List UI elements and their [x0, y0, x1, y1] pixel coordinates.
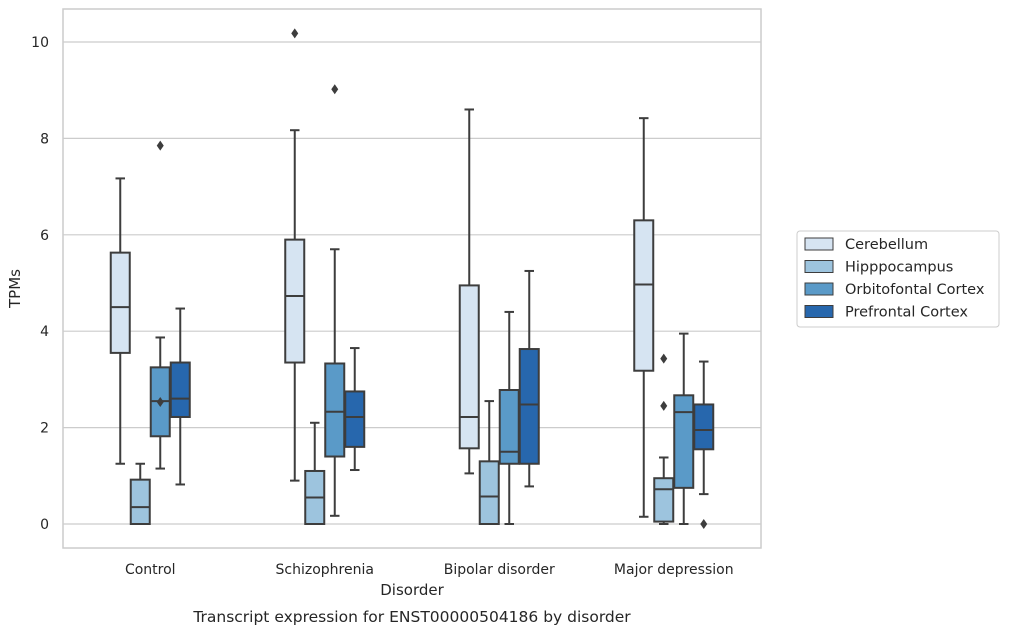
box-mark: [693, 360, 715, 529]
legend-item: Prefrontal Cortex: [804, 305, 968, 321]
legend-label: Hipppocampus: [845, 260, 953, 276]
outlier-point: [700, 519, 708, 529]
legend-item: Hipppocampus: [804, 260, 953, 276]
box-mark: [109, 177, 131, 465]
box-mark: [633, 117, 655, 518]
x-tick-labels: Control Schizophrenia Bipolar disorder Majo…: [125, 562, 734, 578]
y-axis-label: TPMs: [6, 269, 24, 309]
iqr-box: [518, 348, 540, 465]
iqr-box: [344, 390, 366, 448]
outlier-point: [660, 400, 668, 411]
iqr-box: [169, 361, 191, 418]
box-mark: [304, 421, 326, 526]
iqr-box: [458, 284, 480, 450]
chart-caption: Transcript expression for ENST0000050418…: [192, 608, 631, 626]
box-mark: [169, 307, 191, 486]
y-tick-label: 2: [40, 421, 49, 437]
outlier-point: [291, 28, 299, 39]
legend-item: Cerebellum: [804, 237, 928, 253]
x-tick-label: Schizophrenia: [276, 562, 374, 578]
legend-swatch: [804, 282, 834, 296]
legend-swatch: [804, 305, 834, 318]
y-tick-label: 6: [40, 228, 49, 244]
legend-label: Orbitofontal Cortex: [845, 282, 985, 298]
y-tick-label: 10: [31, 35, 49, 51]
outlier-point: [660, 353, 668, 364]
y-tick-label: 8: [40, 131, 49, 147]
legend-frame: [796, 230, 1000, 328]
box-mark: [478, 400, 500, 525]
legend-label: Prefrontal Cortex: [845, 305, 968, 321]
x-tick-label: Bipolar disorder: [444, 562, 555, 578]
plot-area-frame: [62, 8, 762, 549]
outlier-point: [156, 140, 164, 151]
iqr-box: [478, 460, 500, 525]
iqr-box: [633, 219, 655, 372]
series-prefrontal-cortex: [169, 269, 715, 529]
x-axis-label: Disorder: [380, 581, 444, 599]
legend-item: Orbitofontal Cortex: [804, 282, 985, 298]
legend: Cerebellum Hipppocampus Orbitofontal Corte…: [796, 230, 1000, 328]
box-mark: [458, 108, 480, 475]
y-tick-label: 4: [40, 324, 49, 340]
box-mark: [324, 84, 346, 517]
outlier-point: [331, 84, 339, 95]
iqr-box: [109, 251, 131, 354]
legend-label: Cerebellum: [845, 237, 928, 253]
y-tick-label: 0: [40, 517, 49, 533]
iqr-box: [284, 238, 306, 364]
iqr-box: [129, 478, 151, 526]
legend-swatch: [804, 237, 834, 251]
iqr-box: [673, 394, 695, 489]
legend-swatch: [804, 260, 834, 273]
iqr-box: [653, 477, 675, 523]
y-tick-labels: 0 2 4 6 8 10: [31, 35, 49, 533]
box-series: [109, 28, 715, 529]
x-tick-label: Major depression: [614, 562, 734, 578]
box-mark: [344, 347, 366, 472]
series-orbitofontal-cortex: [149, 84, 695, 525]
x-tick-label: Control: [125, 562, 176, 578]
box-mark: [129, 462, 151, 526]
series-hipppocampus: [129, 353, 675, 526]
box-mark: [653, 353, 675, 525]
iqr-box: [324, 362, 346, 458]
series-cerebellum: [109, 28, 655, 518]
iqr-box: [693, 403, 715, 451]
box-mark: [284, 28, 306, 482]
box-mark: [518, 269, 540, 488]
outlier-point: [156, 397, 164, 408]
